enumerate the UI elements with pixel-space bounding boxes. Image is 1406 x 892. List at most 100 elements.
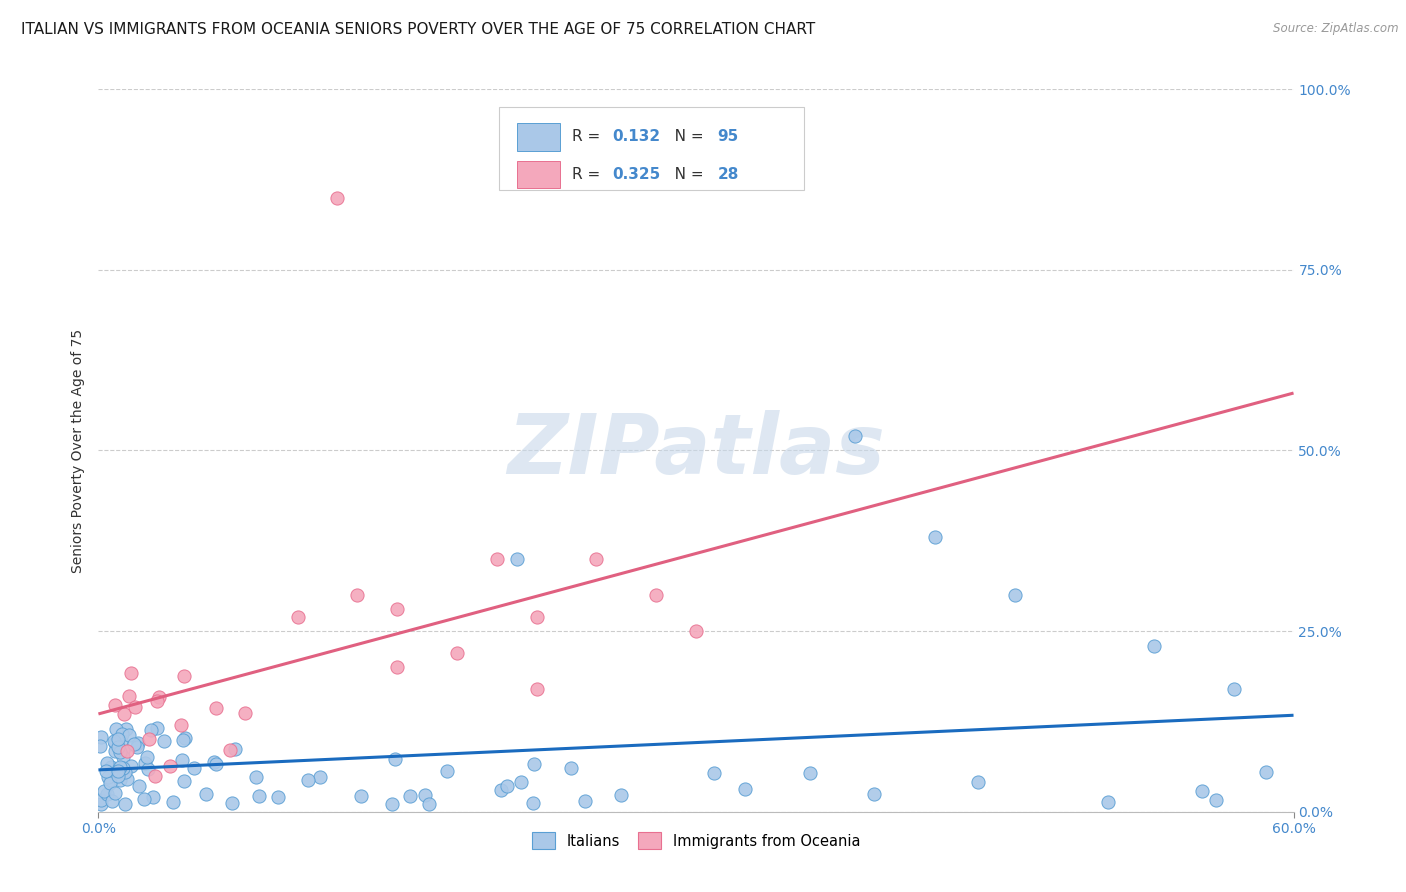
Point <box>94 764 117 778</box>
Point <box>399 789 422 804</box>
Point <box>173 773 195 788</box>
Text: 0.325: 0.325 <box>613 167 661 182</box>
Point <box>100 760 122 774</box>
Point <box>90 730 112 744</box>
Point <box>1143 639 1166 653</box>
Point <box>112 743 135 757</box>
Point <box>107 769 129 783</box>
Point <box>1191 784 1213 798</box>
Point <box>90 797 112 812</box>
Point <box>115 722 138 736</box>
Point <box>101 794 124 808</box>
Text: Source: ZipAtlas.com: Source: ZipAtlas.com <box>1274 22 1399 36</box>
Point <box>1097 795 1119 809</box>
FancyBboxPatch shape <box>499 107 804 190</box>
Point <box>418 797 440 811</box>
Point <box>114 764 136 779</box>
Point <box>135 749 157 764</box>
Point <box>162 795 184 809</box>
Point <box>703 766 725 780</box>
Point <box>526 681 548 696</box>
Point <box>446 646 468 660</box>
Point <box>125 740 148 755</box>
Point <box>506 551 529 566</box>
Point <box>104 744 127 758</box>
Point <box>610 788 633 802</box>
FancyBboxPatch shape <box>517 161 560 188</box>
Point <box>194 787 217 801</box>
Point <box>159 759 181 773</box>
Point <box>124 700 146 714</box>
Point <box>799 766 821 780</box>
Point <box>111 727 134 741</box>
Point <box>267 789 290 804</box>
Point <box>134 756 156 770</box>
Point <box>107 739 129 754</box>
Point <box>104 786 127 800</box>
Point <box>172 753 194 767</box>
Text: N =: N = <box>661 167 709 182</box>
Point <box>108 741 131 756</box>
Text: 28: 28 <box>717 167 740 182</box>
Point <box>173 731 195 745</box>
Point <box>96 756 118 770</box>
Point <box>326 191 349 205</box>
Point <box>110 734 132 748</box>
Point <box>496 779 519 793</box>
Point <box>966 775 988 789</box>
Point <box>202 755 225 769</box>
Point <box>413 788 436 802</box>
Point <box>127 736 149 750</box>
Point <box>685 624 707 639</box>
Point <box>104 698 127 712</box>
Point <box>183 761 205 775</box>
Point <box>287 609 309 624</box>
Point <box>114 797 136 811</box>
Point <box>436 764 458 778</box>
Point <box>90 793 112 807</box>
Point <box>107 764 129 778</box>
Text: ZIPatlas: ZIPatlas <box>508 410 884 491</box>
Point <box>560 761 582 775</box>
Text: R =: R = <box>572 129 605 145</box>
Point <box>111 761 134 775</box>
Point <box>118 689 141 703</box>
Point <box>117 744 139 758</box>
Point <box>108 772 131 787</box>
Point <box>224 742 246 756</box>
Point <box>142 790 165 805</box>
Point <box>136 762 159 776</box>
Point <box>104 723 127 737</box>
Point <box>98 775 121 789</box>
Text: R =: R = <box>572 167 605 182</box>
Point <box>152 734 174 748</box>
Point <box>297 773 319 788</box>
Point <box>381 797 404 811</box>
Point <box>132 792 155 806</box>
Point <box>205 756 228 771</box>
Point <box>143 769 166 783</box>
Point <box>346 588 368 602</box>
Point <box>247 789 270 803</box>
Point <box>385 602 409 616</box>
Point <box>97 770 120 784</box>
Point <box>350 789 373 803</box>
Point <box>924 530 946 544</box>
Point <box>148 690 170 704</box>
Point <box>107 732 129 747</box>
Point <box>128 779 150 793</box>
Point <box>526 609 548 624</box>
Text: N =: N = <box>661 129 709 145</box>
Point <box>139 723 162 737</box>
Point <box>146 693 169 707</box>
Point <box>110 745 132 759</box>
Point <box>734 782 756 797</box>
Point <box>219 742 242 756</box>
Point <box>103 734 125 748</box>
Point <box>1223 681 1246 696</box>
Point <box>510 775 533 789</box>
Text: 95: 95 <box>717 129 738 145</box>
Point <box>120 666 142 681</box>
Text: 0.132: 0.132 <box>613 129 661 145</box>
Text: ITALIAN VS IMMIGRANTS FROM OCEANIA SENIORS POVERTY OVER THE AGE OF 75 CORRELATIO: ITALIAN VS IMMIGRANTS FROM OCEANIA SENIO… <box>21 22 815 37</box>
